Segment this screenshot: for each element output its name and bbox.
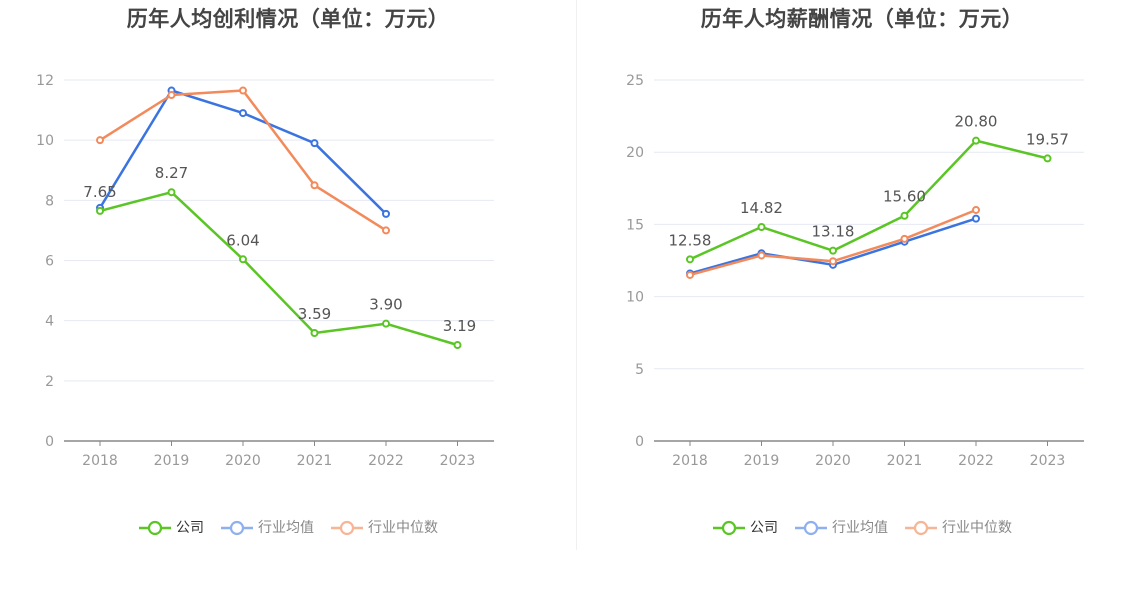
chart-title: 历年人均创利情况（单位：万元） xyxy=(126,7,450,31)
chart-legend: 公司 行业均值 行业中位数 xyxy=(576,517,1148,539)
data-point xyxy=(310,181,319,190)
chart-plot-salary: 0 5 10 15 20 25 2018 2019 2020 2021 2022 2023 12.58 1… xyxy=(626,73,1084,469)
data-point xyxy=(757,251,766,260)
legend-label: 公司 xyxy=(750,520,778,536)
legend-marker xyxy=(339,520,355,536)
data-point xyxy=(310,329,319,338)
y-tick-label: 10 xyxy=(626,290,644,306)
legend-item[interactable]: 行业均值 xyxy=(794,517,888,539)
data-label: 6.04 xyxy=(226,231,259,249)
data-label: 7.65 xyxy=(83,183,116,201)
x-tick-label: 2020 xyxy=(815,453,851,469)
data-point xyxy=(829,246,837,255)
legend-marker xyxy=(803,520,819,536)
y-tick-label: 4 xyxy=(45,314,54,330)
legend-marker xyxy=(229,520,245,536)
data-point xyxy=(239,86,247,95)
y-tick-label: 0 xyxy=(45,434,54,450)
data-label: 3.19 xyxy=(443,317,476,335)
x-tick-label: 2021 xyxy=(887,453,923,469)
x-tick-label: 2020 xyxy=(225,453,261,469)
x-tick-label: 2023 xyxy=(440,453,476,469)
y-tick-label: 10 xyxy=(36,133,54,149)
y-tick-label: 2 xyxy=(45,374,54,390)
data-point xyxy=(972,205,980,214)
y-tick-label: 25 xyxy=(626,73,644,89)
y-tick-label: 15 xyxy=(626,217,644,233)
data-point xyxy=(310,139,319,148)
y-tick-label: 0 xyxy=(635,434,644,450)
chart-plot-profit: 0 2 4 6 8 10 12 2018 2019 2020 2021 2022 2023 7.65 8.2… xyxy=(36,73,494,469)
legend-marker xyxy=(721,520,737,536)
data-point xyxy=(757,222,766,231)
data-point xyxy=(167,188,176,197)
chart-panel-salary: 历年人均薪酬情况（单位：万元） 0 5 10 15 20 25 2018 2019 2020 20… xyxy=(576,0,1148,589)
x-tick-label: 2018 xyxy=(82,453,118,469)
legend-item[interactable]: 公司 xyxy=(138,517,204,539)
series-line xyxy=(98,89,387,215)
legend-marker xyxy=(913,520,929,536)
data-label: 12.58 xyxy=(669,231,712,249)
legend-label: 行业中位数 xyxy=(942,520,1012,536)
legend-label: 行业均值 xyxy=(832,520,888,536)
legend-item[interactable]: 行业中位数 xyxy=(904,517,1012,539)
y-tick-label: 5 xyxy=(635,362,644,378)
x-tick-label: 2018 xyxy=(672,453,708,469)
chart-panel-profit: 历年人均创利情况（单位：万元） 0 2 4 6 8 10 12 2018 2019 2020 202… xyxy=(0,7,576,539)
data-label: 8.27 xyxy=(155,164,188,182)
data-point xyxy=(382,226,390,235)
data-point xyxy=(686,255,694,264)
data-point xyxy=(239,109,247,118)
legend-label: 行业中位数 xyxy=(368,520,438,536)
x-tick-label: 2022 xyxy=(368,453,404,469)
legend-item[interactable]: 行业中位数 xyxy=(330,517,438,539)
data-point xyxy=(829,257,837,266)
series-line xyxy=(99,190,458,347)
y-tick-label: 12 xyxy=(36,73,54,89)
data-label: 14.82 xyxy=(740,199,783,217)
data-label: 19.57 xyxy=(1026,130,1069,148)
data-label: 13.18 xyxy=(812,223,855,241)
legend-line-icon xyxy=(713,520,745,536)
legend-label: 公司 xyxy=(176,520,204,536)
chart-title: 历年人均薪酬情况（单位：万元） xyxy=(700,7,1024,31)
data-point xyxy=(96,136,104,145)
legend-item[interactable]: 公司 xyxy=(712,517,778,539)
data-label: 3.90 xyxy=(369,296,402,314)
data-point xyxy=(96,206,104,215)
y-tick-label: 20 xyxy=(626,145,644,161)
y-tick-label: 8 xyxy=(45,193,54,209)
legend-marker xyxy=(147,520,163,536)
x-tick-label: 2019 xyxy=(154,453,190,469)
data-point xyxy=(900,211,909,220)
data-label: 15.60 xyxy=(883,188,926,206)
x-tick-label: 2023 xyxy=(1030,453,1066,469)
data-point xyxy=(382,319,390,328)
data-point xyxy=(972,136,980,145)
data-point xyxy=(239,255,247,264)
data-point xyxy=(686,270,694,279)
data-label: 20.80 xyxy=(955,113,998,131)
y-tick-label: 6 xyxy=(45,254,54,270)
x-tick-label: 2021 xyxy=(297,453,333,469)
series-line xyxy=(689,139,1048,261)
x-tick-label: 2019 xyxy=(744,453,780,469)
legend-item[interactable]: 行业均值 xyxy=(220,517,314,539)
data-point xyxy=(382,209,390,218)
legend-line-icon xyxy=(139,520,171,536)
panel-divider xyxy=(576,0,577,550)
data-label: 3.59 xyxy=(298,305,331,323)
chart-legend: 公司 行业均值 行业中位数 xyxy=(0,517,576,539)
legend-label: 行业均值 xyxy=(258,520,314,536)
data-point xyxy=(453,341,462,350)
data-point xyxy=(167,91,176,100)
data-point xyxy=(1043,154,1052,163)
data-point xyxy=(972,214,980,223)
legend-line-icon xyxy=(905,520,937,536)
legend-line-icon xyxy=(221,520,253,536)
x-tick-label: 2022 xyxy=(958,453,994,469)
legend-line-icon xyxy=(331,520,363,536)
legend-line-icon xyxy=(795,520,827,536)
data-point xyxy=(900,234,909,243)
